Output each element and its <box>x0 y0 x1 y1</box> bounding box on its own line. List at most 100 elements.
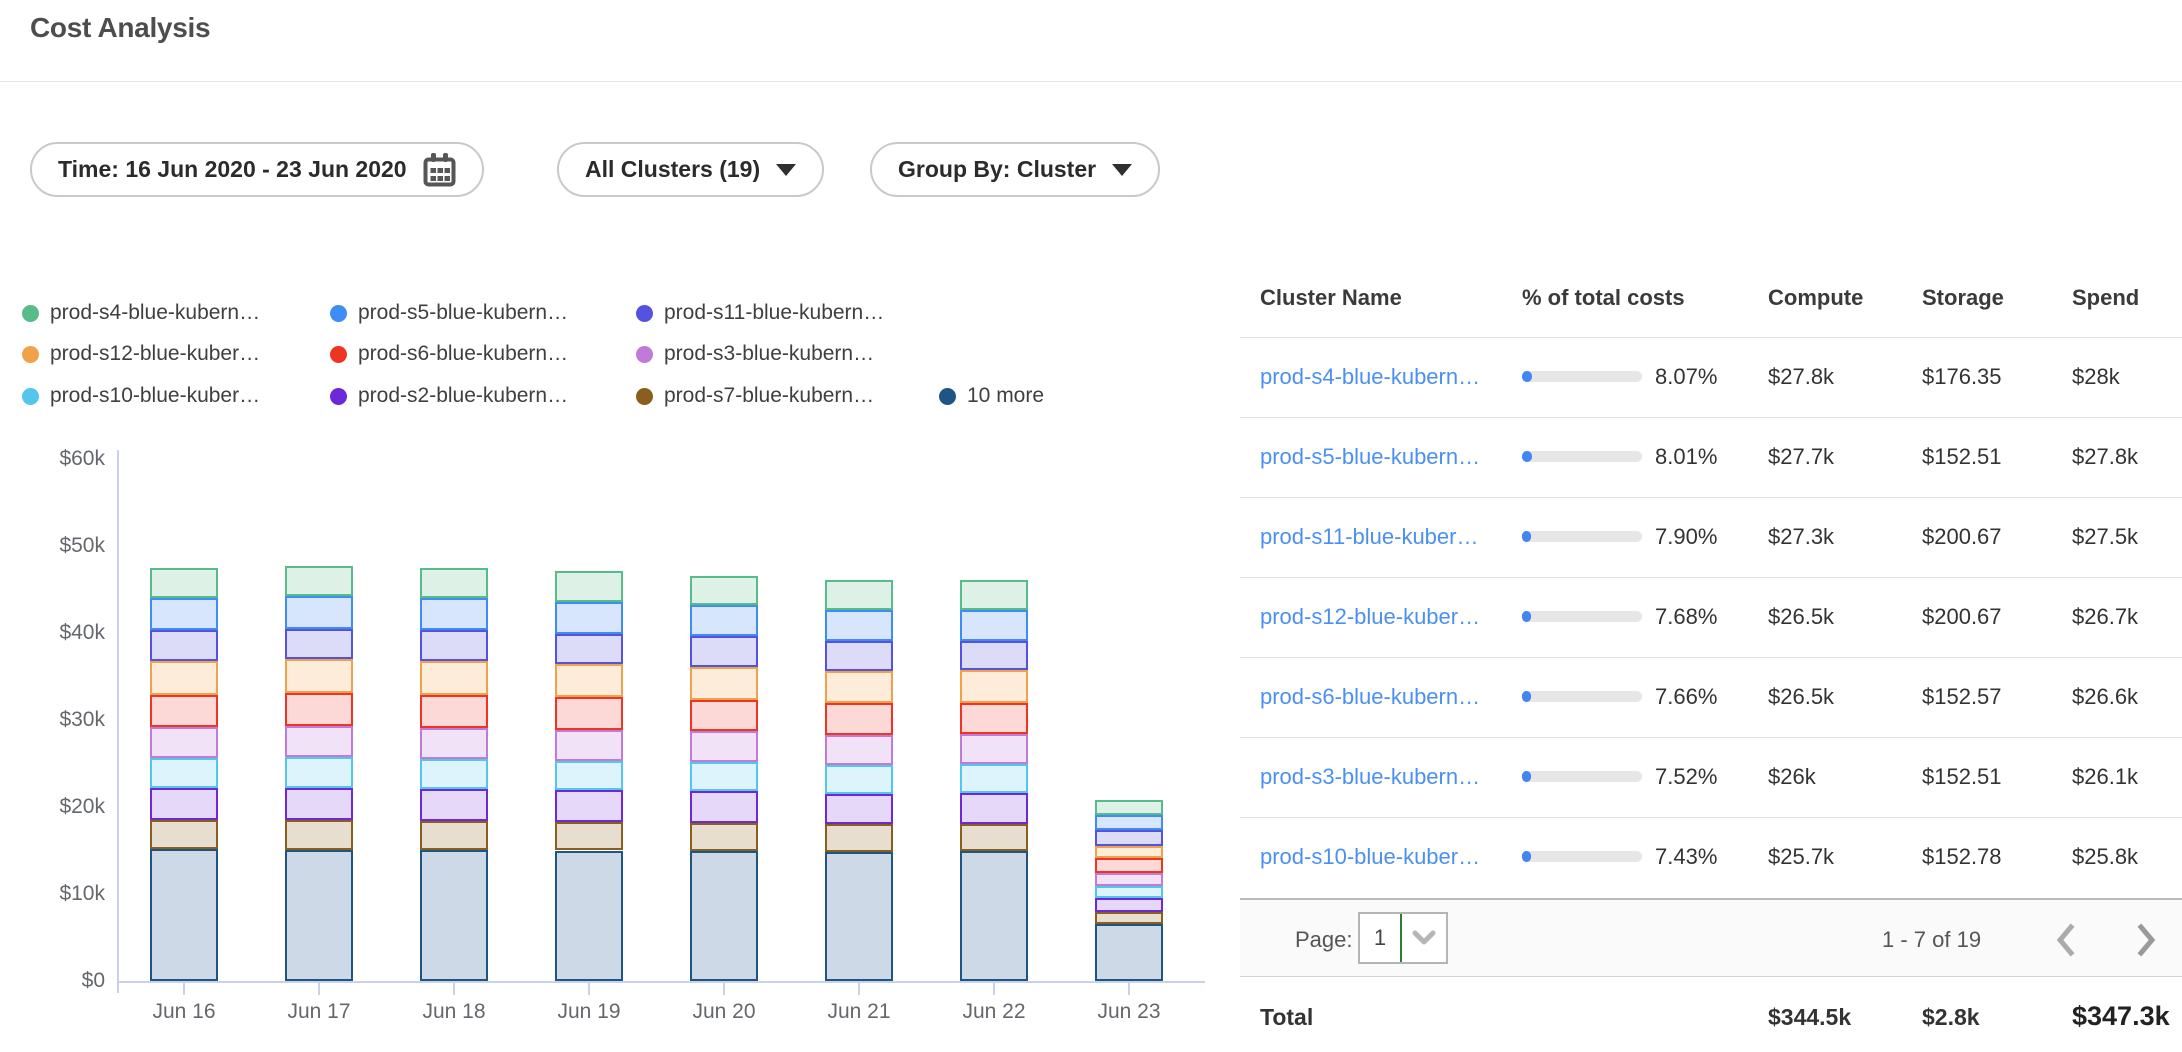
bar-segment[interactable] <box>825 640 893 672</box>
bar-segment[interactable] <box>555 601 623 634</box>
cluster-name-link[interactable]: prod-s11-blue-kuber… <box>1260 524 1479 549</box>
legend-item[interactable]: prod-s4-blue-kubern… <box>22 300 260 326</box>
bar-segment[interactable] <box>690 731 758 762</box>
legend-item[interactable]: prod-s12-blue-kuber… <box>22 341 260 367</box>
bar-segment[interactable] <box>1095 886 1163 899</box>
bar-segment[interactable] <box>690 761 758 792</box>
bar-segment[interactable] <box>420 694 488 728</box>
bar-segment[interactable] <box>285 820 353 850</box>
bar-segment[interactable] <box>555 633 623 665</box>
legend-item[interactable]: prod-s6-blue-kubern… <box>330 341 568 367</box>
bar-segment[interactable] <box>555 790 623 822</box>
cluster-name-link[interactable]: prod-s10-blue-kuber… <box>1260 844 1481 869</box>
bar-segment[interactable] <box>1095 800 1163 815</box>
legend-item[interactable]: 10 more <box>939 383 1044 409</box>
bar-segment[interactable] <box>960 640 1028 671</box>
bar-segment[interactable] <box>825 734 893 766</box>
bar-segment[interactable] <box>555 821 623 851</box>
bar-segment[interactable] <box>1095 898 1163 913</box>
time-range-filter-button[interactable]: Time: 16 Jun 2020 - 23 Jun 2020 <box>30 142 484 197</box>
bar-segment[interactable] <box>960 733 1028 765</box>
group-by-dropdown[interactable]: Group By: Cluster <box>870 142 1161 197</box>
bar-segment[interactable] <box>420 660 488 695</box>
legend-item[interactable]: prod-s10-blue-kuber… <box>22 383 260 409</box>
bar-segment[interactable] <box>825 703 893 735</box>
bar-segment[interactable] <box>420 849 488 981</box>
bar-segment[interactable] <box>1095 912 1163 925</box>
bar-segment[interactable] <box>960 851 1028 981</box>
page-select[interactable]: 1 <box>1358 912 1448 964</box>
bar-segment[interactable] <box>285 628 353 660</box>
bar-segment[interactable] <box>1095 924 1163 981</box>
bar-segment[interactable] <box>1095 873 1163 887</box>
cluster-name-link[interactable]: prod-s12-blue-kuber… <box>1260 604 1481 629</box>
bar-segment[interactable] <box>690 576 758 606</box>
bar-segment[interactable] <box>150 758 218 788</box>
bar-segment[interactable] <box>555 729 623 761</box>
bar-segment[interactable] <box>1095 846 1163 859</box>
legend-item[interactable]: prod-s5-blue-kubern… <box>330 300 568 326</box>
bar-segment[interactable] <box>285 726 353 758</box>
bar-segment[interactable] <box>825 671 893 704</box>
legend-item[interactable]: prod-s2-blue-kubern… <box>330 383 568 409</box>
bar-segment[interactable] <box>150 694 218 727</box>
bar-segment[interactable] <box>285 787 353 821</box>
bar-segment[interactable] <box>960 579 1028 610</box>
bar-segment[interactable] <box>285 659 353 694</box>
bar-segment[interactable] <box>690 636 758 667</box>
legend-item[interactable]: prod-s7-blue-kubern… <box>636 383 874 409</box>
bar-segment[interactable] <box>420 598 488 631</box>
bar-segment[interactable] <box>285 566 353 596</box>
cluster-name-link[interactable]: prod-s4-blue-kubern… <box>1260 364 1481 389</box>
bar-segment[interactable] <box>825 852 893 981</box>
cluster-name-link[interactable]: prod-s3-blue-kubern… <box>1260 764 1481 789</box>
bar-segment[interactable] <box>150 848 218 981</box>
bar-segment[interactable] <box>150 567 218 599</box>
bar-segment[interactable] <box>150 598 218 631</box>
bar-segment[interactable] <box>960 823 1028 852</box>
bar-segment[interactable] <box>690 666 758 700</box>
bar-segment[interactable] <box>555 850 623 981</box>
bar-segment[interactable] <box>420 567 488 599</box>
bar-segment[interactable] <box>690 851 758 981</box>
bar-segment[interactable] <box>690 822 758 852</box>
bar-segment[interactable] <box>285 849 353 981</box>
bar-segment[interactable] <box>555 664 623 698</box>
bar-segment[interactable] <box>1095 814 1163 830</box>
bar-segment[interactable] <box>825 579 893 611</box>
bar-segment[interactable] <box>285 693 353 727</box>
bar-segment[interactable] <box>960 670 1028 703</box>
bar-segment[interactable] <box>420 759 488 789</box>
legend-item[interactable]: prod-s3-blue-kubern… <box>636 341 874 367</box>
next-page-button[interactable] <box>2132 922 2160 961</box>
bar-segment[interactable] <box>285 595 353 629</box>
legend-item[interactable]: prod-s11-blue-kubern… <box>636 300 884 326</box>
bar-segment[interactable] <box>150 660 218 695</box>
cluster-name-link[interactable]: prod-s5-blue-kubern… <box>1260 444 1481 469</box>
bar-segment[interactable] <box>150 787 218 821</box>
bar-segment[interactable] <box>420 788 488 821</box>
bar-segment[interactable] <box>825 824 893 853</box>
bar-segment[interactable] <box>420 727 488 760</box>
previous-page-button[interactable] <box>2052 922 2080 961</box>
bar-segment[interactable] <box>1095 858 1163 874</box>
bar-segment[interactable] <box>420 630 488 661</box>
bar-segment[interactable] <box>690 699 758 732</box>
bar-segment[interactable] <box>960 793 1028 824</box>
bar-segment[interactable] <box>150 820 218 849</box>
bar-segment[interactable] <box>420 820 488 850</box>
bar-segment[interactable] <box>150 630 218 661</box>
bar-segment[interactable] <box>690 605 758 637</box>
bar-segment[interactable] <box>555 571 623 602</box>
bar-segment[interactable] <box>555 760 623 791</box>
bar-segment[interactable] <box>825 793 893 825</box>
bar-segment[interactable] <box>960 764 1028 794</box>
bar-segment[interactable] <box>825 765 893 794</box>
bar-segment[interactable] <box>960 609 1028 641</box>
bar-segment[interactable] <box>960 702 1028 734</box>
cluster-name-link[interactable]: prod-s6-blue-kubern… <box>1260 684 1481 709</box>
bar-segment[interactable] <box>285 757 353 788</box>
bar-segment[interactable] <box>825 610 893 641</box>
bar-segment[interactable] <box>555 697 623 730</box>
cluster-filter-dropdown[interactable]: All Clusters (19) <box>557 142 825 197</box>
